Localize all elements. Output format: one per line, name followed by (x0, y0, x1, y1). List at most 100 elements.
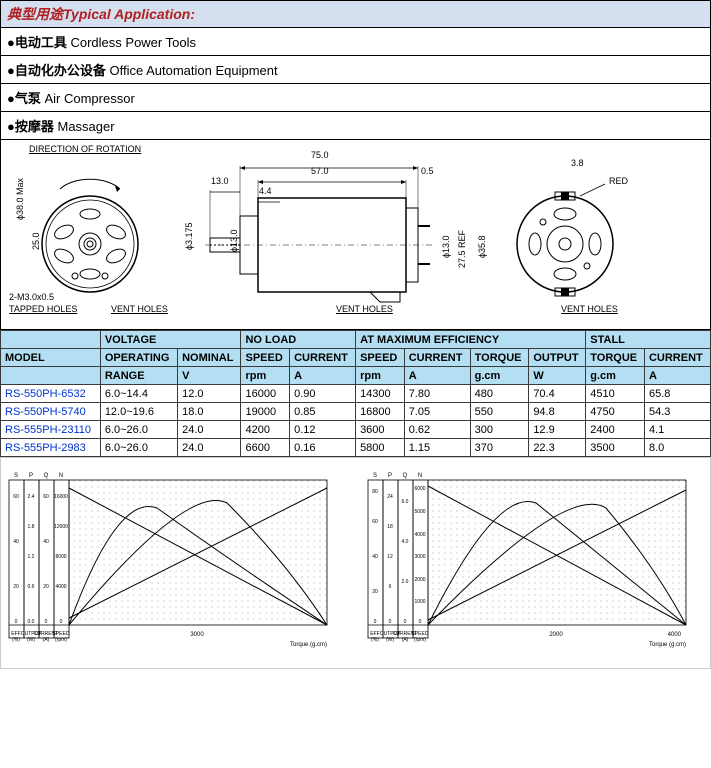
value-cell: 24.0 (178, 439, 241, 457)
svg-text:0.6: 0.6 (28, 584, 35, 590)
svg-text:0: 0 (388, 619, 391, 625)
sub-header: TORQUE (586, 349, 645, 367)
value-cell: 4.1 (644, 421, 710, 439)
sub-header-unit: rpm (356, 367, 405, 385)
sub-header-unit: g.cm (470, 367, 529, 385)
svg-text:P: P (29, 473, 33, 479)
dim-13: 13.0 (211, 176, 229, 186)
svg-text:4.0: 4.0 (401, 539, 408, 545)
sub-header-unit: V (178, 367, 241, 385)
dim-358: ϕ35.8 (477, 235, 487, 258)
sub-header-unit: A (290, 367, 356, 385)
vent-label-1: VENT HOLES (111, 304, 168, 314)
svg-text:(rpm): (rpm) (414, 637, 426, 643)
value-cell: 6.0~26.0 (100, 421, 177, 439)
table-row: RS-555PH-29836.0~26.024.066000.1658001.1… (1, 439, 711, 457)
svg-text:12: 12 (387, 554, 393, 560)
svg-text:S: S (14, 473, 18, 479)
svg-text:6: 6 (388, 584, 391, 590)
svg-text:(W): (W) (385, 637, 393, 643)
svg-text:6000: 6000 (414, 486, 425, 492)
vent-label-3: VENT HOLES (561, 304, 618, 314)
header-bar: 典型用途Typical Application: (0, 0, 711, 28)
svg-text:0: 0 (45, 619, 48, 625)
svg-text:(%): (%) (371, 637, 379, 643)
tapped-label: TAPPED HOLES (9, 304, 77, 314)
svg-text:8000: 8000 (55, 554, 66, 560)
svg-text:N: N (59, 473, 63, 479)
sub-header: SPEED (241, 349, 290, 367)
value-cell: 5800 (356, 439, 405, 457)
value-cell: 6.0~14.4 (100, 385, 177, 403)
value-cell: 16800 (356, 403, 405, 421)
model-cell: RS-550PH-6532 (1, 385, 101, 403)
value-cell: 480 (470, 385, 529, 403)
value-cell: 2400 (586, 421, 645, 439)
value-cell: 18.0 (178, 403, 241, 421)
dim-275: 27.5 REF (457, 230, 467, 268)
svg-text:60: 60 (372, 519, 378, 525)
value-cell: 7.05 (404, 403, 470, 421)
value-cell: 70.4 (529, 385, 586, 403)
svg-text:4000: 4000 (414, 532, 425, 538)
spec-table: VOLTAGE NO LOAD AT MAXIMUM EFFICIENCY ST… (0, 330, 711, 457)
value-cell: 19000 (241, 403, 290, 421)
svg-text:Q: Q (402, 473, 407, 479)
sub-header: CURRENT (404, 349, 470, 367)
value-cell: 0.90 (290, 385, 356, 403)
sub-header: MODEL (1, 349, 101, 367)
svg-text:40: 40 (43, 539, 49, 545)
application-list: ●电动工具 Cordless Power Tools●自动化办公设备 Offic… (0, 28, 711, 140)
svg-text:0: 0 (418, 619, 421, 625)
svg-text:16000: 16000 (54, 494, 68, 500)
header-cn: 典型用途 (7, 6, 63, 22)
svg-text:5000: 5000 (414, 509, 425, 515)
vent-label-2: VENT HOLES (336, 304, 393, 314)
value-cell: 65.8 (644, 385, 710, 403)
value-cell: 4200 (241, 421, 290, 439)
svg-text:18: 18 (387, 524, 393, 530)
th-maxeff: AT MAXIMUM EFFICIENCY (356, 331, 586, 349)
svg-text:0: 0 (60, 619, 63, 625)
svg-text:40: 40 (13, 539, 19, 545)
value-cell: 4510 (586, 385, 645, 403)
sub-header-unit (1, 367, 101, 385)
svg-text:2000: 2000 (414, 577, 425, 583)
svg-text:4000: 4000 (55, 584, 66, 590)
svg-text:3000: 3000 (190, 632, 204, 638)
svg-text:(W): (W) (27, 637, 35, 643)
dim-d25: 25.0 (31, 232, 41, 250)
svg-text:(A): (A) (43, 637, 50, 643)
model-cell: RS-550PH-5740 (1, 403, 101, 421)
svg-text:0: 0 (15, 619, 18, 625)
dim-57: 57.0 (311, 166, 329, 176)
value-cell: 300 (470, 421, 529, 439)
table-row: RS-550PH-65326.0~14.412.0160000.90143007… (1, 385, 711, 403)
chart-right: S P Q N 2000 4000 Torque (g.cm) EFF (%) … (366, 468, 705, 658)
value-cell: 12.9 (529, 421, 586, 439)
svg-text:12000: 12000 (54, 524, 68, 530)
dim-d38: ϕ38.0 Max (15, 178, 25, 220)
application-row: ●按摩器 Massager (0, 112, 711, 140)
sub-header-unit: A (404, 367, 470, 385)
svg-text:0.0: 0.0 (28, 619, 35, 625)
svg-text:Torque (g.cm): Torque (g.cm) (648, 642, 685, 648)
dim-75: 75.0 (311, 150, 329, 160)
red-label: RED (609, 176, 628, 186)
chart-left: S P Q N 3000 Torque (g.cm) EFF (%) OUTPU… (7, 468, 346, 658)
sub-header-unit: g.cm (586, 367, 645, 385)
sub-header-unit: A (644, 367, 710, 385)
sub-header: SPEED (356, 349, 405, 367)
th-stall: STALL (586, 331, 711, 349)
technical-drawing: DIRECTION OF ROTATION TAPPED HOLES 2-M3.… (0, 140, 711, 330)
svg-text:40: 40 (372, 554, 378, 560)
sub-header: OUTPUT (529, 349, 586, 367)
table-row: RS-555PH-231106.0~26.024.042000.1236000.… (1, 421, 711, 439)
svg-text:20: 20 (372, 589, 378, 595)
holes-label: 2-M3.0x0.5 (9, 292, 54, 302)
dim-05: 0.5 (421, 166, 434, 176)
drawing-svg (5, 144, 705, 326)
svg-text:1.2: 1.2 (28, 554, 35, 560)
value-cell: 16000 (241, 385, 290, 403)
svg-text:(%): (%) (12, 637, 20, 643)
